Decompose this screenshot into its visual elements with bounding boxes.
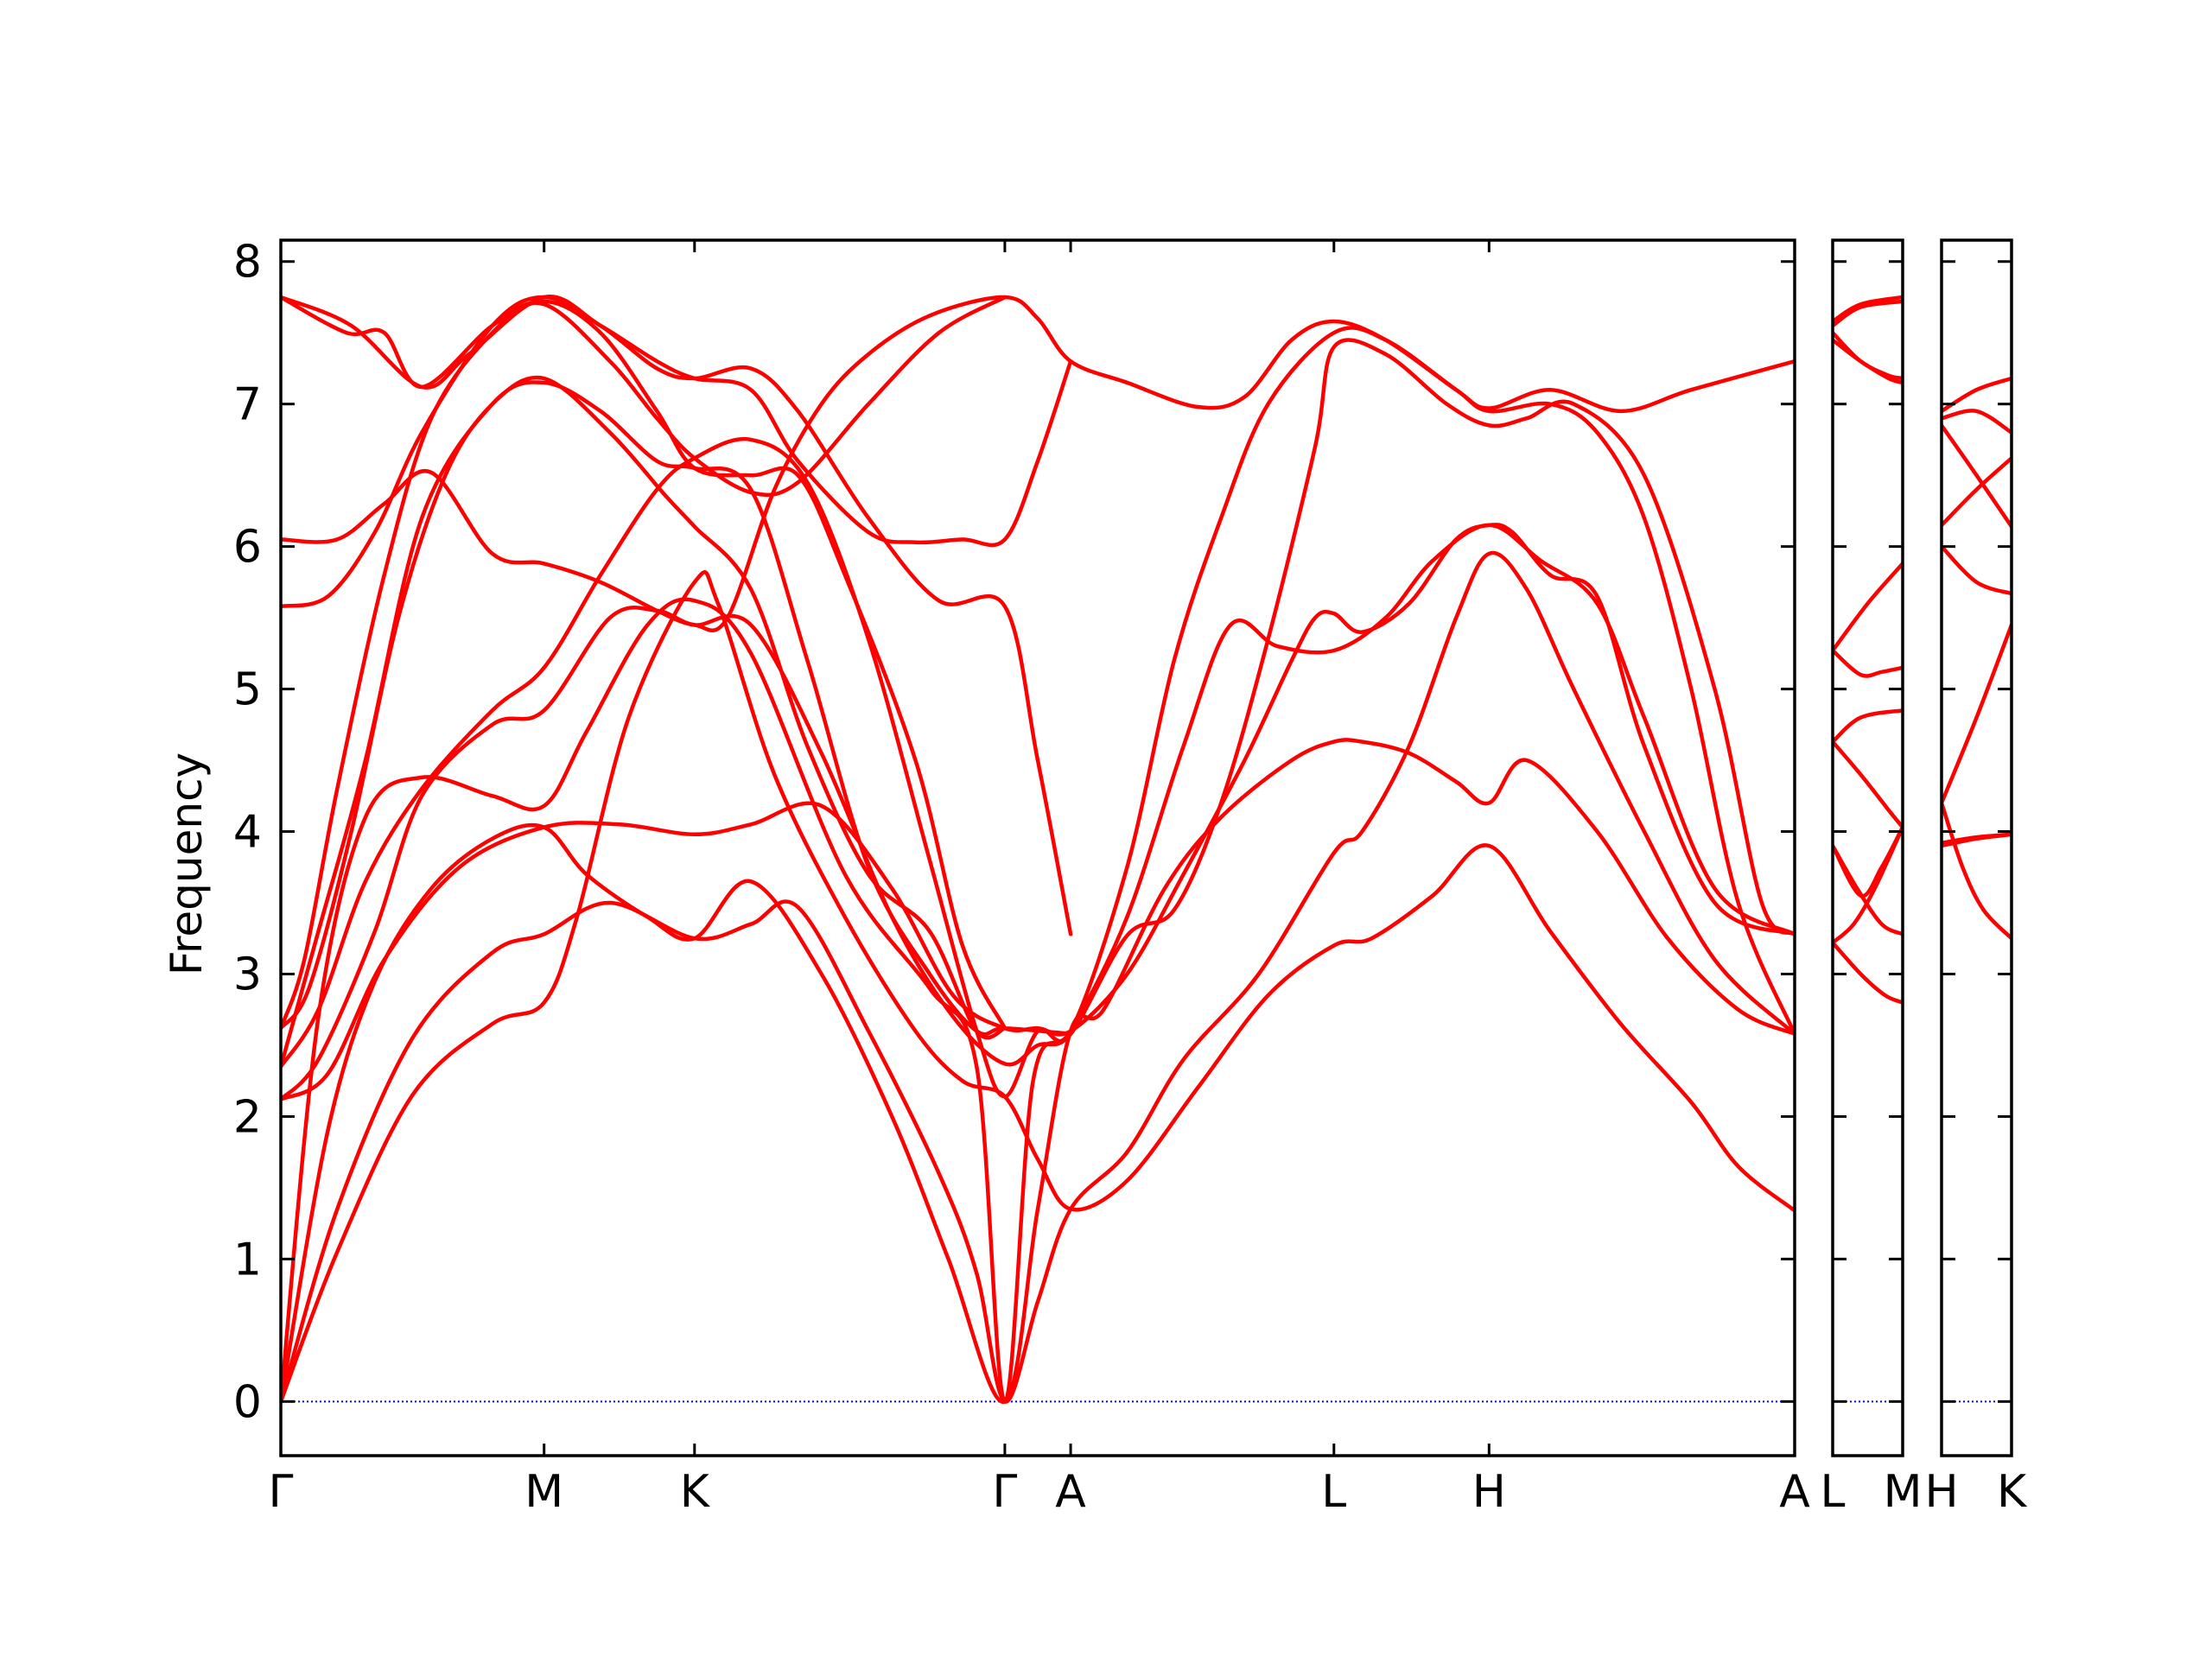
bands [1942, 376, 2012, 941]
band-4 [1833, 825, 1903, 898]
x-tick-label: Γ [269, 1466, 294, 1518]
band-5 [1942, 544, 2012, 596]
band-12 [281, 295, 1795, 632]
x-tick-label: K [680, 1466, 711, 1518]
y-tick-label: 1 [233, 1234, 262, 1285]
y-axis-label: Frequency [162, 752, 212, 975]
band-6 [281, 338, 1795, 1101]
x-tick-label: A [1779, 1466, 1810, 1518]
panel-frame [1831, 238, 1904, 1457]
panel-frame [1940, 238, 2013, 1457]
x-tick-label: M [1884, 1466, 1923, 1518]
x-tick-label: K [1997, 1466, 2028, 1518]
x-tick-label: L [1821, 1466, 1846, 1518]
x-tick-label: Γ [992, 1466, 1017, 1518]
y-tick-label: 3 [233, 949, 262, 1000]
bands [1833, 295, 1903, 1005]
band-11 [1833, 299, 1903, 328]
band-8 [1833, 562, 1903, 653]
y-tick-label: 2 [233, 1091, 262, 1143]
band-3 [1942, 801, 2012, 941]
band-2 [1942, 832, 2012, 845]
band-7 [1942, 423, 2012, 529]
band-7 [1833, 648, 1903, 678]
band-5 [1833, 739, 1903, 829]
band-12 [1833, 295, 1903, 324]
bands [281, 295, 1795, 1404]
band-1 [281, 570, 1795, 1404]
band-5 [281, 522, 1795, 1101]
x-tick-label: H [1472, 1466, 1506, 1518]
band-13 [281, 295, 1073, 548]
x-tick-label: L [1321, 1466, 1346, 1518]
band-14 [281, 295, 1007, 498]
band-6 [1942, 456, 2012, 528]
y-tick-label: 6 [233, 522, 262, 574]
x-tick-label: M [524, 1466, 563, 1518]
band-10 [281, 299, 1007, 1031]
y-tick-label: 5 [233, 664, 262, 716]
band-9 [1942, 376, 2012, 414]
band-2 [281, 550, 1795, 1404]
y-tick-label: 4 [233, 807, 262, 859]
band-2 [1833, 940, 1903, 1005]
y-tick-label: 7 [233, 379, 262, 431]
x-tick-label: A [1055, 1466, 1086, 1518]
x-tick-label: H [1924, 1466, 1958, 1518]
panel-frame [279, 238, 1796, 1457]
band-9 [281, 375, 1007, 1040]
band-6 [1833, 708, 1903, 744]
y-tick-label: 8 [233, 237, 262, 289]
band-8 [1942, 409, 2012, 435]
band-10 [1833, 330, 1903, 381]
y-tick-label: 0 [233, 1376, 262, 1428]
band-4 [1942, 623, 2012, 805]
band-3 [281, 738, 1795, 1404]
